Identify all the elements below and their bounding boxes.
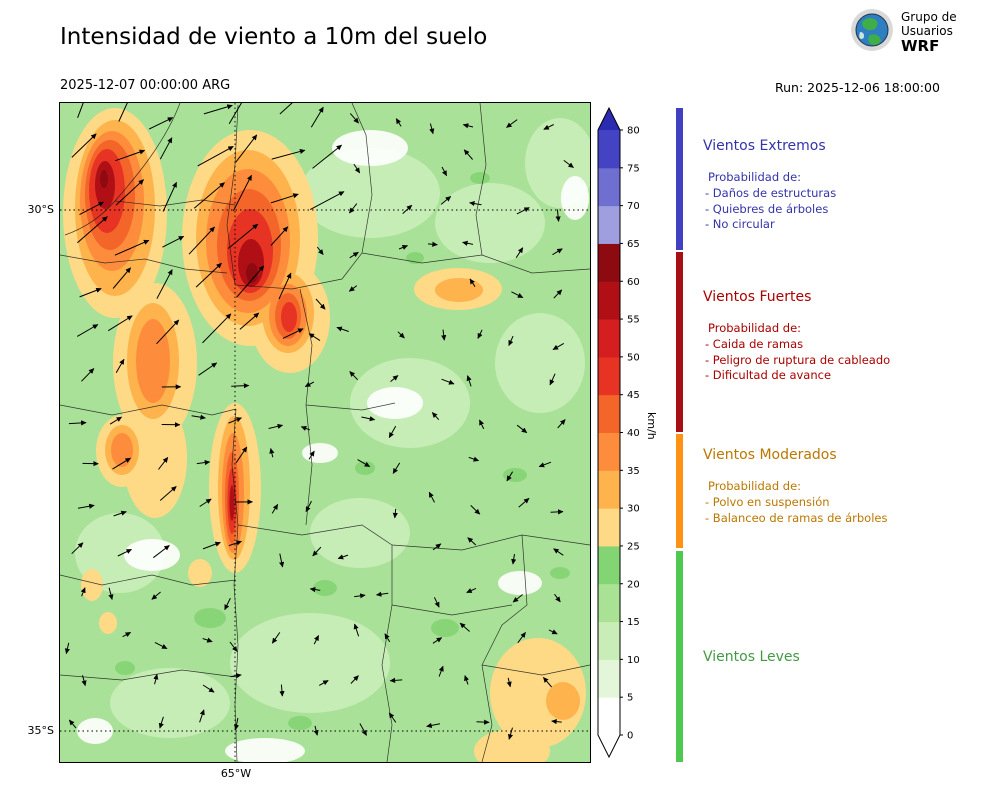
svg-text:55: 55 [627,315,640,326]
legend-title: Vientos Extremos [703,138,826,154]
svg-text:20: 20 [627,579,640,590]
lat-tick-30s: 30°S [27,203,54,216]
legend-subtitle: Probabilidad de: [708,170,802,184]
legend-item: - No circular [705,217,775,231]
svg-text:5: 5 [627,693,633,704]
legend-item: - Peligro de ruptura de cableado [705,352,891,367]
legend-bar-fuertes [676,252,683,432]
legend-item: - Quiebres de árboles [705,201,829,216]
lon-tick-65w: 65°W [220,767,252,780]
svg-text:75: 75 [627,163,640,174]
svg-text:60: 60 [627,277,640,288]
map-contours [63,108,590,762]
legend-title: Vientos Leves [703,649,800,665]
logo-text-line1: Grupo de [901,10,957,24]
legend-section-leves: Vientos Leves [703,649,993,681]
svg-text:70: 70 [627,201,640,212]
svg-text:65: 65 [627,239,640,250]
lat-tick-35s: 35°S [27,724,54,737]
legend-bar-leves [676,551,683,762]
wind-arrows [64,103,574,740]
svg-text:10: 10 [627,655,640,666]
logo-text-line2: Usuarios [901,24,953,38]
legend-bar-extremos [676,108,683,250]
legend-subtitle: Probabilidad de: [708,321,802,335]
legend-item: - Daños de estructuras [705,186,837,200]
svg-text:30: 30 [627,504,640,515]
logo-text-wrf: WRF [901,37,940,55]
svg-text:15: 15 [627,617,640,628]
svg-text:35: 35 [627,466,640,477]
legend-section-moderados: Vientos Moderados Probabilidad de: - Pol… [703,447,993,526]
legend-title: Vientos Moderados [703,447,837,463]
legend-item: - Caida de ramas [705,337,804,351]
svg-text:50: 50 [627,352,640,363]
svg-text:0: 0 [627,731,633,742]
legend-bar-moderados [676,434,683,548]
wrf-users-group-logo: Grupo de Usuarios WRF [850,8,957,56]
legend-subtitle: Probabilidad de: [708,479,802,493]
legend-item: - Balanceo de ramas de árboles [705,510,888,525]
grid-lines [60,103,590,762]
svg-text:45: 45 [627,390,640,401]
svg-text:40: 40 [627,428,640,439]
page-title: Intensidad de viento a 10m del suelo [60,24,488,50]
legend-section-extremos: Vientos Extremos Probabilidad de: - Daño… [703,138,993,233]
wind-speed-colorbar: 0 5 10 15 20 25 30 35 40 45 50 55 60 65 70 75 80 [597,106,640,759]
svg-text:25: 25 [627,541,640,552]
legend-title: Vientos Fuertes [703,289,812,305]
forecast-datetime: 2025-12-07 00:00:00 ARG [60,78,231,93]
model-run-label: Run: 2025-12-06 18:00:00 [775,80,940,95]
colorbar-unit-label: km/h [645,412,658,440]
legend-item: - Polvo en suspensión [705,495,830,509]
legend-item: - Dificultad de avance [705,368,832,382]
svg-text:80: 80 [627,126,640,137]
admin-boundaries [60,103,590,762]
globe-icon [850,8,894,56]
legend-section-fuertes: Vientos Fuertes Probabilidad de: - Caida… [703,289,993,384]
wind-map [59,102,591,763]
